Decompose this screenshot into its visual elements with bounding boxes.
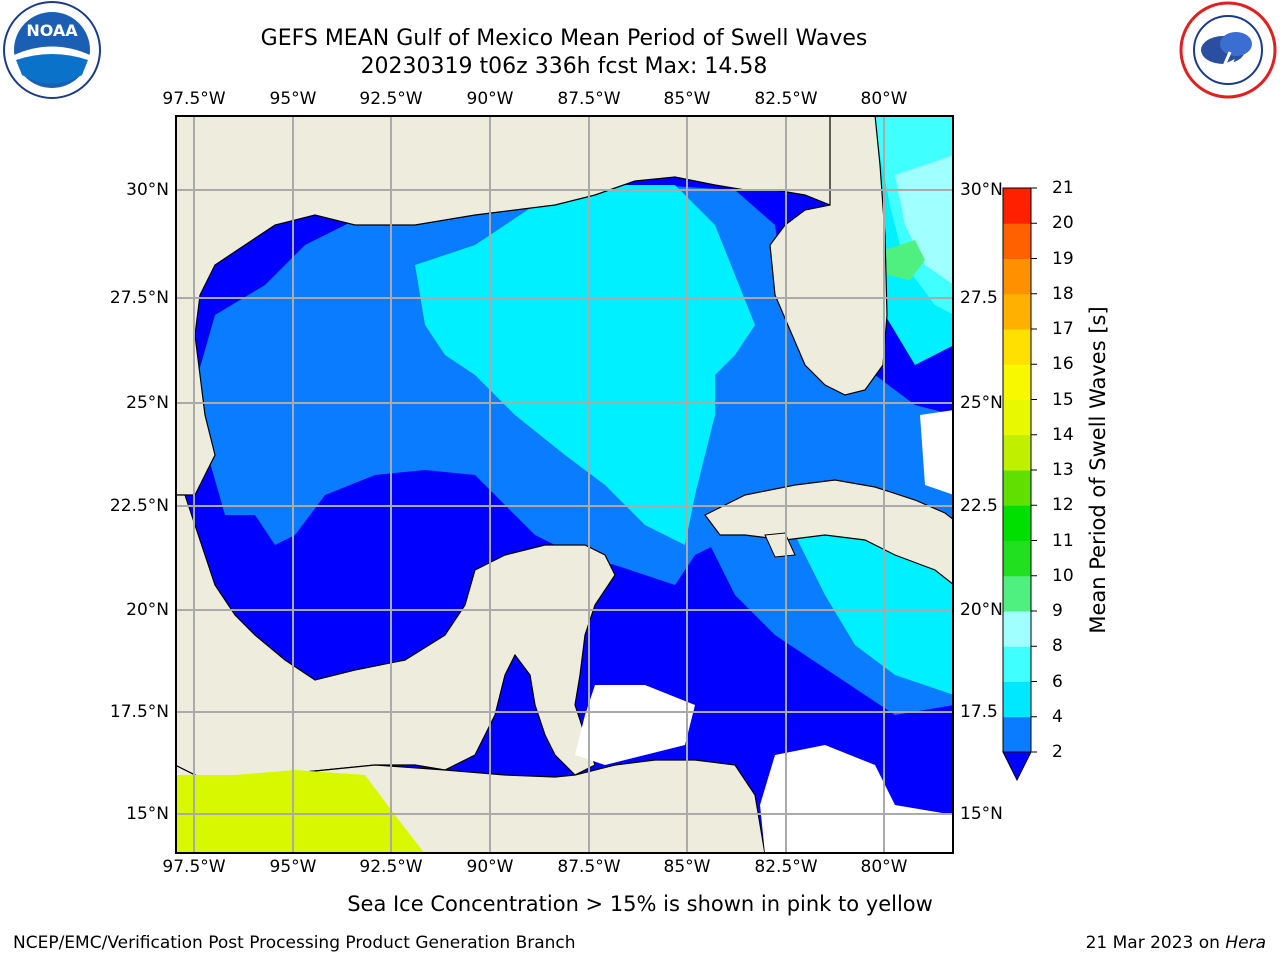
lat-label: 30°N — [960, 180, 1003, 200]
colorbar-tick-label: 16 — [1052, 354, 1074, 375]
colorbar-segment — [1003, 470, 1031, 506]
colorbar-segment — [1003, 434, 1031, 471]
colorbar-tick-label: 20 — [1052, 213, 1074, 234]
colorbar-tick-label: 9 — [1052, 601, 1063, 621]
chart-subtitle: 20230319 t06z 336h fcst Max: 14.58 — [360, 54, 768, 79]
lat-label: 15°N — [960, 804, 1003, 824]
chart-title: GEFS MEAN Gulf of Mexico Mean Period of … — [260, 26, 868, 51]
land-islands — [764, 532, 796, 558]
colorbar-svg — [1002, 187, 1037, 782]
colorbar-tick-label: 17 — [1052, 319, 1074, 339]
colorbar-tick-label: 12 — [1052, 495, 1074, 516]
nodata-3 — [920, 410, 954, 495]
colorbar-segment — [1003, 258, 1031, 295]
colorbar-segment — [1003, 646, 1031, 682]
lon-label: 90°W — [466, 89, 514, 109]
colorbar-segment — [1003, 505, 1031, 541]
colorbar-segment — [1003, 223, 1031, 259]
colorbar-segment — [1003, 575, 1031, 612]
field-yellow — [175, 770, 425, 854]
footer-host: Hera — [1225, 933, 1266, 953]
lat-label: 27.5 — [960, 288, 998, 308]
lat-label: 30°N — [126, 180, 169, 200]
swell-band-4-6 — [415, 185, 755, 545]
lat-label: 20°N — [126, 600, 169, 620]
map-frame — [175, 115, 954, 854]
lat-label: 15°N — [126, 804, 169, 824]
lon-label: 95°W — [269, 857, 317, 877]
footer-credit: NCEP/EMC/Verification Post Processing Pr… — [13, 933, 576, 953]
colorbar-segment — [1003, 329, 1031, 365]
colorbar-tick-label: 4 — [1052, 706, 1063, 727]
lon-label: 80°W — [860, 857, 908, 877]
lat-label: 27.5°N — [109, 288, 169, 308]
map-svg — [174, 114, 955, 855]
nodata-2 — [760, 745, 954, 854]
map-panel — [174, 114, 955, 855]
lat-label: 25°N — [126, 393, 169, 413]
colorbar-tick-label: 14 — [1052, 424, 1074, 445]
lat-label: 22.5 — [960, 496, 998, 516]
swell-band-9-10 — [885, 240, 925, 280]
lon-label: 85°W — [663, 857, 711, 877]
colorbar-segment — [1003, 364, 1031, 400]
colorbar-tick-label: 2 — [1052, 742, 1063, 762]
colorbar-label: Mean Period of Swell Waves [s] — [1086, 306, 1110, 634]
colorbar-tick-label: 21 — [1052, 178, 1074, 198]
graticule — [175, 115, 954, 854]
colorbar-segment — [1003, 681, 1031, 718]
lon-label: 82.5°W — [754, 857, 818, 877]
colorbar-tick-label: 10 — [1052, 565, 1074, 586]
lon-label: 80°W — [860, 89, 908, 109]
swell-band-4-6-b — [795, 535, 954, 695]
colorbar-tick-label: 11 — [1052, 530, 1074, 551]
sea-ice-note: Sea Ice Concentration > 15% is shown in … — [347, 892, 933, 916]
lon-label: 87.5°W — [557, 89, 621, 109]
lat-label: 17.5 — [960, 702, 998, 722]
svg-text:NOAA: NOAA — [26, 21, 78, 40]
colorbar-tick-label: 15 — [1052, 389, 1074, 410]
land-mexico — [174, 494, 616, 781]
lat-label: 17.5°N — [109, 702, 169, 722]
footer-date-text: 21 Mar 2023 on — [1085, 933, 1226, 953]
nodata-1 — [575, 685, 695, 765]
colorbar-under-triangle — [1002, 751, 1032, 782]
colorbar-segment — [1003, 611, 1031, 647]
colorbar-segment — [1003, 399, 1031, 436]
colorbar-tick-label: 13 — [1052, 460, 1074, 480]
lon-label: 85°W — [663, 89, 711, 109]
lon-label: 97.5°W — [162, 857, 226, 877]
lat-label: 20°N — [960, 600, 1003, 620]
lon-label: 92.5°W — [359, 89, 423, 109]
lon-label: 87.5°W — [557, 857, 621, 877]
noaa-logo: NOAA — [2, 0, 102, 100]
lon-label: 90°W — [466, 857, 514, 877]
nws-logo — [1178, 0, 1278, 100]
lat-label: 22.5°N — [109, 496, 169, 516]
lon-label: 82.5°W — [754, 89, 818, 109]
colorbar — [995, 180, 1055, 790]
colorbar-tick-label: 18 — [1052, 283, 1074, 304]
swell-band-8-9 — [895, 155, 954, 285]
colorbar-tick-label: 19 — [1052, 248, 1074, 269]
colorbar-segment — [1003, 188, 1031, 224]
colorbar-segment — [1003, 293, 1031, 330]
lon-label: 92.5°W — [359, 857, 423, 877]
lat-label: 25°N — [960, 393, 1003, 413]
colorbar-segment — [1003, 540, 1031, 577]
colorbar-segment — [1003, 716, 1031, 753]
colorbar-tick-label: 6 — [1052, 671, 1063, 692]
lon-label: 95°W — [269, 89, 317, 109]
footer-date: 21 Mar 2023 on Hera — [1086, 933, 1266, 953]
colorbar-tick-label: 8 — [1052, 636, 1063, 657]
lon-label: 97.5°W — [162, 89, 226, 109]
